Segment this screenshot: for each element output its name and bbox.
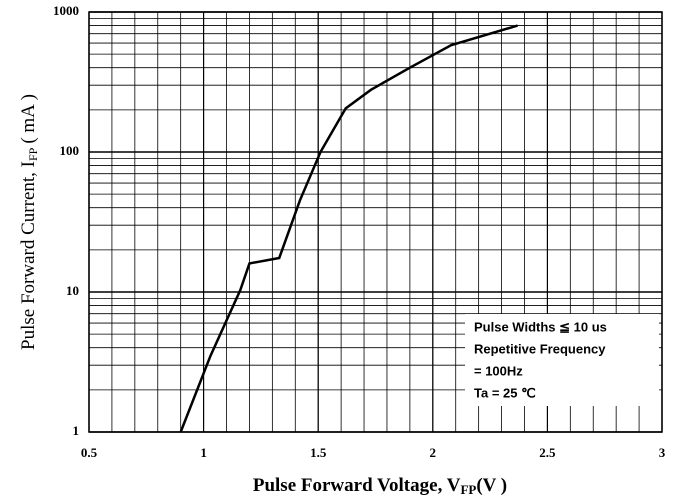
x-tick-label: 0.5 <box>81 445 98 460</box>
x-tick-label: 2.5 <box>539 445 556 460</box>
annotation: Ta = 25 ℃ <box>474 385 536 400</box>
annotation: = 100Hz <box>474 363 523 378</box>
plot-frame <box>88 11 663 433</box>
x-axis-label: Pulse Forward Voltage, VFP(V ) <box>253 475 507 497</box>
annotation: Repetitive Frequency <box>474 341 606 356</box>
x-tick-label: 3 <box>659 445 666 460</box>
annotation: Pulse Widths ≦ 10 us <box>474 319 607 334</box>
x-tick-label: 2 <box>430 445 437 460</box>
y-tick-label: 10 <box>66 283 79 298</box>
y-tick-label: 1 <box>73 423 80 438</box>
y-axis-label: Pulse Forward Current, IFP( mA ) <box>18 94 39 350</box>
plot <box>88 11 663 433</box>
y-tick-label: 100 <box>60 143 80 158</box>
y-tick-label: 1000 <box>53 3 79 18</box>
x-tick-label: 1 <box>200 445 207 460</box>
annotation-box <box>465 314 659 406</box>
data-line <box>179 24 518 433</box>
x-tick-label: 1.5 <box>310 445 327 460</box>
